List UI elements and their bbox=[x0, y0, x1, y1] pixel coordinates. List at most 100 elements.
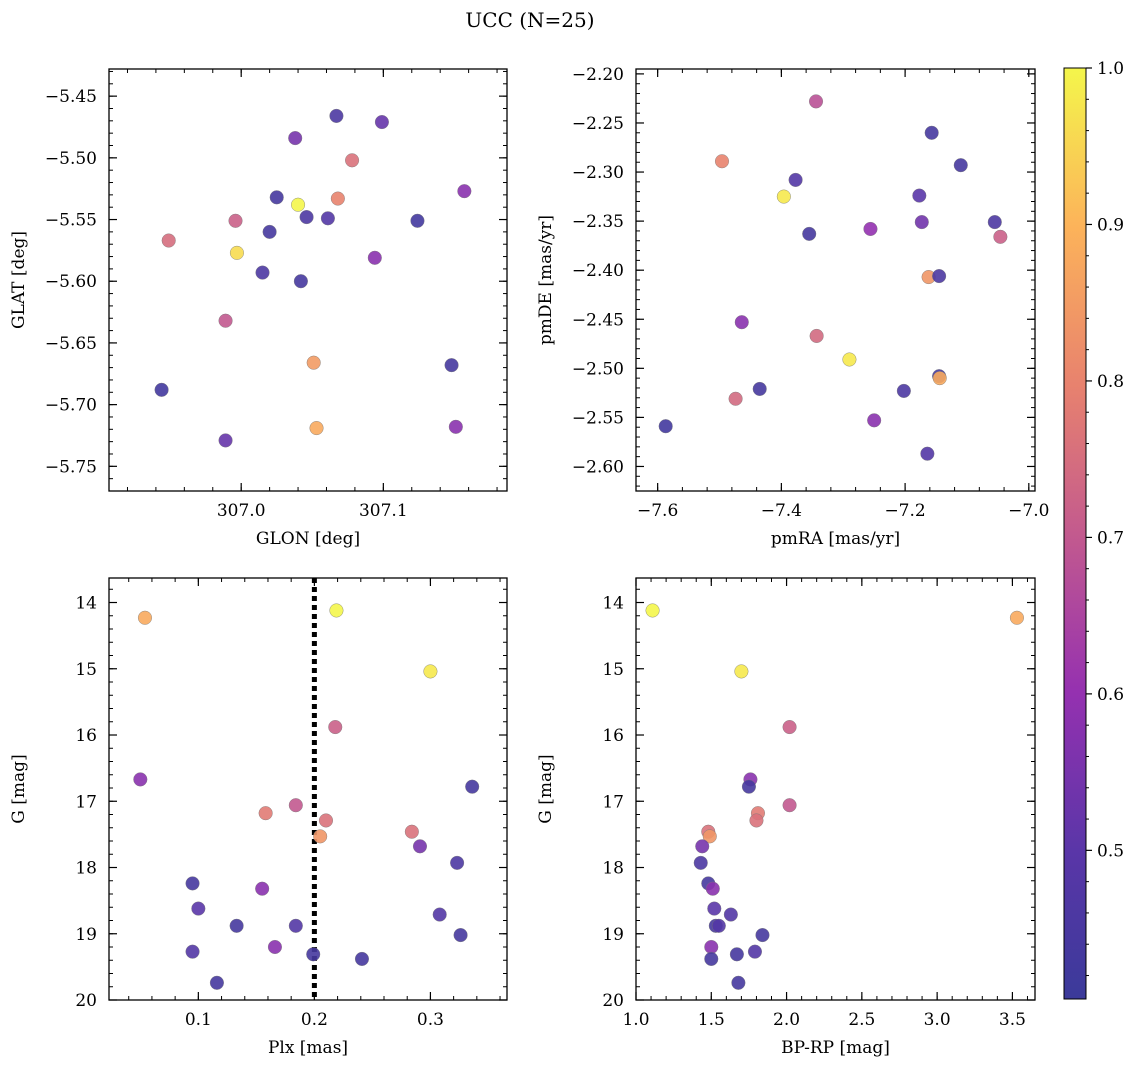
x-tick-label: −7.0 bbox=[1008, 501, 1049, 521]
y-tick-label: −2.60 bbox=[572, 457, 624, 477]
y-tick-label: −5.55 bbox=[45, 211, 97, 231]
colorbar-ticks: 0.5 0.6 0.7 0.8 0.9 1.0 bbox=[1086, 59, 1124, 977]
data-point bbox=[782, 798, 797, 813]
data-point bbox=[288, 131, 303, 146]
data-point bbox=[229, 918, 244, 933]
data-point bbox=[345, 153, 360, 168]
data-point bbox=[896, 383, 911, 398]
data-point bbox=[185, 876, 200, 891]
y-tick-label: 20 bbox=[602, 991, 624, 1011]
y-tick-label: −2.50 bbox=[572, 359, 624, 379]
y-tick-label: −2.45 bbox=[572, 310, 624, 330]
data-point bbox=[255, 881, 270, 896]
colorbar-tick-label: 0.8 bbox=[1097, 372, 1124, 392]
y-tick-label: 16 bbox=[75, 726, 97, 746]
y-tick-label: 17 bbox=[602, 792, 624, 812]
y-tick-label: 15 bbox=[75, 660, 97, 680]
data-point bbox=[269, 190, 284, 205]
colorbar-gradient bbox=[1063, 67, 1087, 1000]
data-point bbox=[953, 158, 968, 173]
y-tick-label: −5.75 bbox=[45, 457, 97, 477]
colorbar-tick-label: 0.7 bbox=[1097, 528, 1124, 548]
data-point bbox=[293, 274, 308, 289]
data-point bbox=[867, 413, 882, 428]
data-point bbox=[932, 269, 947, 284]
x-tick-label: −7.6 bbox=[637, 501, 678, 521]
data-point bbox=[731, 975, 746, 990]
data-point bbox=[258, 806, 273, 821]
data-point bbox=[863, 221, 878, 236]
y-axis-label: pmDE [mas/yr] bbox=[536, 215, 556, 345]
y-tick-label: −5.70 bbox=[45, 396, 97, 416]
y-tick-label: 19 bbox=[602, 925, 624, 945]
x-tick-label: 0.2 bbox=[301, 1010, 328, 1030]
data-point bbox=[704, 951, 719, 966]
y-tick-label: 20 bbox=[75, 991, 97, 1011]
data-point bbox=[228, 213, 243, 228]
x-axis-label: pmRA [mas/yr] bbox=[771, 529, 900, 549]
data-point bbox=[707, 901, 722, 916]
y-tick-label: 16 bbox=[602, 726, 624, 746]
data-point bbox=[734, 315, 749, 330]
y-axis-label: G [mag] bbox=[9, 754, 29, 823]
data-point bbox=[320, 211, 335, 226]
data-point bbox=[262, 224, 277, 239]
x-tick-label: 1.5 bbox=[698, 1010, 725, 1030]
y-tick-label: −5.45 bbox=[45, 87, 97, 107]
data-point bbox=[288, 798, 303, 813]
axes-frame bbox=[108, 68, 508, 492]
data-point bbox=[747, 944, 762, 959]
data-point bbox=[920, 446, 935, 461]
data-point bbox=[329, 108, 344, 123]
x-tick-label: 1.0 bbox=[622, 1010, 649, 1030]
x-axis-label: BP-RP [mag] bbox=[781, 1038, 890, 1058]
data-point bbox=[291, 197, 306, 212]
panel-plx-g: 0.1 0.2 0.3 14 15 16 17 18 19 20 Plx [mas] G [mag] bbox=[9, 577, 508, 1058]
panel-pm: −7.6 −7.4 −7.2 −7.0 −2.20 −2.25 −2.30 −2.35 −2.4… bbox=[536, 65, 1049, 549]
data-point bbox=[809, 94, 824, 109]
y-tick-label: 14 bbox=[75, 594, 97, 614]
data-point bbox=[313, 829, 328, 844]
y-tick-label: −5.65 bbox=[45, 334, 97, 354]
data-point bbox=[444, 358, 459, 373]
colorbar-tick-label: 1.0 bbox=[1097, 59, 1124, 79]
data-point bbox=[702, 829, 717, 844]
x-tick-label: −7.2 bbox=[884, 501, 925, 521]
x-tick-label: 2.0 bbox=[773, 1010, 800, 1030]
data-point bbox=[705, 881, 720, 896]
data-point bbox=[782, 720, 797, 735]
data-point bbox=[749, 813, 764, 828]
data-point bbox=[450, 855, 465, 870]
data-point bbox=[734, 664, 749, 679]
data-point bbox=[229, 245, 244, 260]
data-point bbox=[723, 907, 738, 922]
x-tick-label: 2.5 bbox=[848, 1010, 875, 1030]
data-point bbox=[161, 233, 176, 248]
x-tick-label: −7.4 bbox=[761, 501, 802, 521]
x-tick-label: 0.1 bbox=[185, 1010, 212, 1030]
figure-title: UCC (N=25) bbox=[465, 8, 594, 32]
data-point bbox=[367, 250, 382, 265]
data-point bbox=[987, 215, 1002, 230]
data-point bbox=[218, 313, 233, 328]
data-point bbox=[693, 855, 708, 870]
y-axis-label: GLAT [deg] bbox=[9, 231, 29, 329]
panels: 307.0 307.1 −5.45 −5.50 −5.55 −5.60 −5.65 −5.70… bbox=[9, 65, 1049, 1058]
data-point bbox=[714, 154, 729, 169]
data-point bbox=[410, 213, 425, 228]
data-point bbox=[423, 664, 438, 679]
data-point bbox=[318, 813, 333, 828]
colorbar-tick-label: 0.6 bbox=[1097, 685, 1124, 705]
y-tick-label: −2.30 bbox=[572, 163, 624, 183]
data-point bbox=[137, 610, 152, 625]
y-tick-label: −5.60 bbox=[45, 272, 97, 292]
data-point bbox=[432, 907, 447, 922]
data-point bbox=[741, 779, 756, 794]
data-point bbox=[299, 210, 314, 225]
data-point bbox=[752, 381, 767, 396]
data-point bbox=[842, 352, 857, 367]
data-point bbox=[412, 839, 427, 854]
data-point bbox=[924, 125, 939, 140]
panel-glon-glat: 307.0 307.1 −5.45 −5.50 −5.55 −5.60 −5.65 −5.70… bbox=[9, 68, 508, 549]
